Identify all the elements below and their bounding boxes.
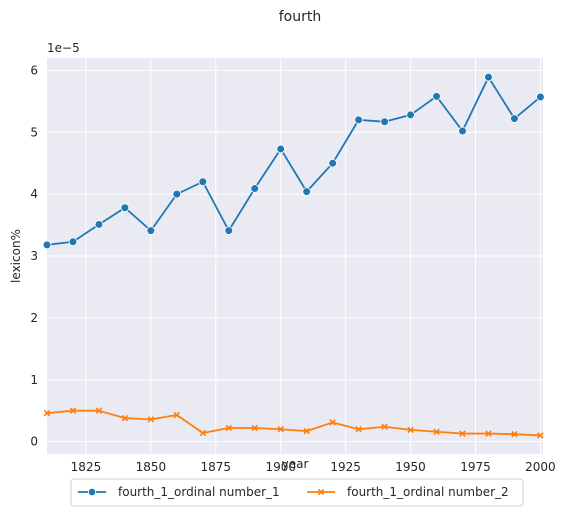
series-layer <box>42 72 545 439</box>
data-point <box>537 432 544 439</box>
data-point <box>459 430 466 437</box>
x-tick-label: 1850 <box>136 460 167 474</box>
data-point <box>224 226 234 235</box>
data-point <box>251 424 259 432</box>
data-point <box>199 429 207 437</box>
y-tick-label: 0 <box>30 435 38 449</box>
x-axis: 1825 1850 1875 1900 1925 1950 1975 2000 <box>71 460 556 474</box>
data-point <box>146 226 156 235</box>
legend-label-series-2: fourth_1_ordinal number_2 <box>347 485 509 499</box>
y-tick-label: 4 <box>30 187 38 201</box>
series-2 <box>43 407 544 439</box>
data-point <box>303 427 310 435</box>
data-point <box>328 158 337 168</box>
data-point <box>276 144 286 154</box>
data-point <box>406 110 415 120</box>
data-point <box>121 414 129 422</box>
data-point <box>68 237 78 247</box>
data-point <box>329 419 336 426</box>
data-point <box>355 425 362 433</box>
data-point <box>485 430 492 437</box>
x-tick-label: 2000 <box>525 460 556 474</box>
x-tick-label: 1925 <box>330 460 361 474</box>
data-point <box>354 115 363 125</box>
series-line <box>46 409 541 437</box>
data-point <box>511 430 518 438</box>
data-point <box>250 184 260 193</box>
y-tick-label: 1 <box>30 373 38 387</box>
data-point <box>225 424 233 432</box>
data-point <box>43 409 51 417</box>
series-line <box>46 76 541 246</box>
legend-box <box>70 478 524 507</box>
data-point <box>433 428 440 435</box>
legend-marker-x-icon <box>317 488 325 496</box>
y-axis-multiplier: 1e−5 <box>47 41 80 55</box>
legend: fourth_1_ordinal number_1 fourth_1_ordin… <box>70 478 524 507</box>
data-point <box>277 425 284 433</box>
data-point <box>380 117 389 127</box>
data-point <box>172 189 182 199</box>
x-tick-label: 1975 <box>460 460 491 474</box>
y-tick-label: 6 <box>30 63 38 77</box>
legend-marker-circle-icon <box>87 487 97 497</box>
data-point <box>458 126 467 136</box>
data-point <box>198 177 208 187</box>
x-tick-label: 1825 <box>71 460 102 474</box>
data-point <box>95 407 103 414</box>
data-point <box>302 187 311 196</box>
legend-label-series-1: fourth_1_ordinal number_1 <box>118 485 280 499</box>
data-point <box>173 411 181 419</box>
data-point <box>381 423 388 431</box>
series-1 <box>42 72 545 250</box>
legend-x-mark <box>317 488 325 496</box>
x-tick-label: 1875 <box>201 460 232 474</box>
data-point <box>94 220 104 229</box>
grid-lines <box>47 58 543 454</box>
y-axis: 0 1 2 3 4 5 6 <box>30 63 38 448</box>
y-tick-label: 5 <box>30 125 38 139</box>
data-point <box>407 426 414 434</box>
data-point <box>69 407 77 414</box>
y-tick-label: 3 <box>30 249 38 263</box>
data-point <box>536 92 545 102</box>
data-point <box>484 72 493 82</box>
data-point <box>42 240 52 250</box>
data-point <box>147 416 155 423</box>
chart-title: fourth <box>279 9 322 25</box>
x-tick-label: 1950 <box>395 460 426 474</box>
x-axis-label: year <box>282 457 309 471</box>
data-point <box>510 114 519 123</box>
y-tick-label: 2 <box>30 311 38 325</box>
y-axis-label: lexicon% <box>9 229 23 283</box>
data-point <box>120 203 130 213</box>
data-point <box>432 92 441 101</box>
x-tick-label: 1900 <box>265 460 296 474</box>
